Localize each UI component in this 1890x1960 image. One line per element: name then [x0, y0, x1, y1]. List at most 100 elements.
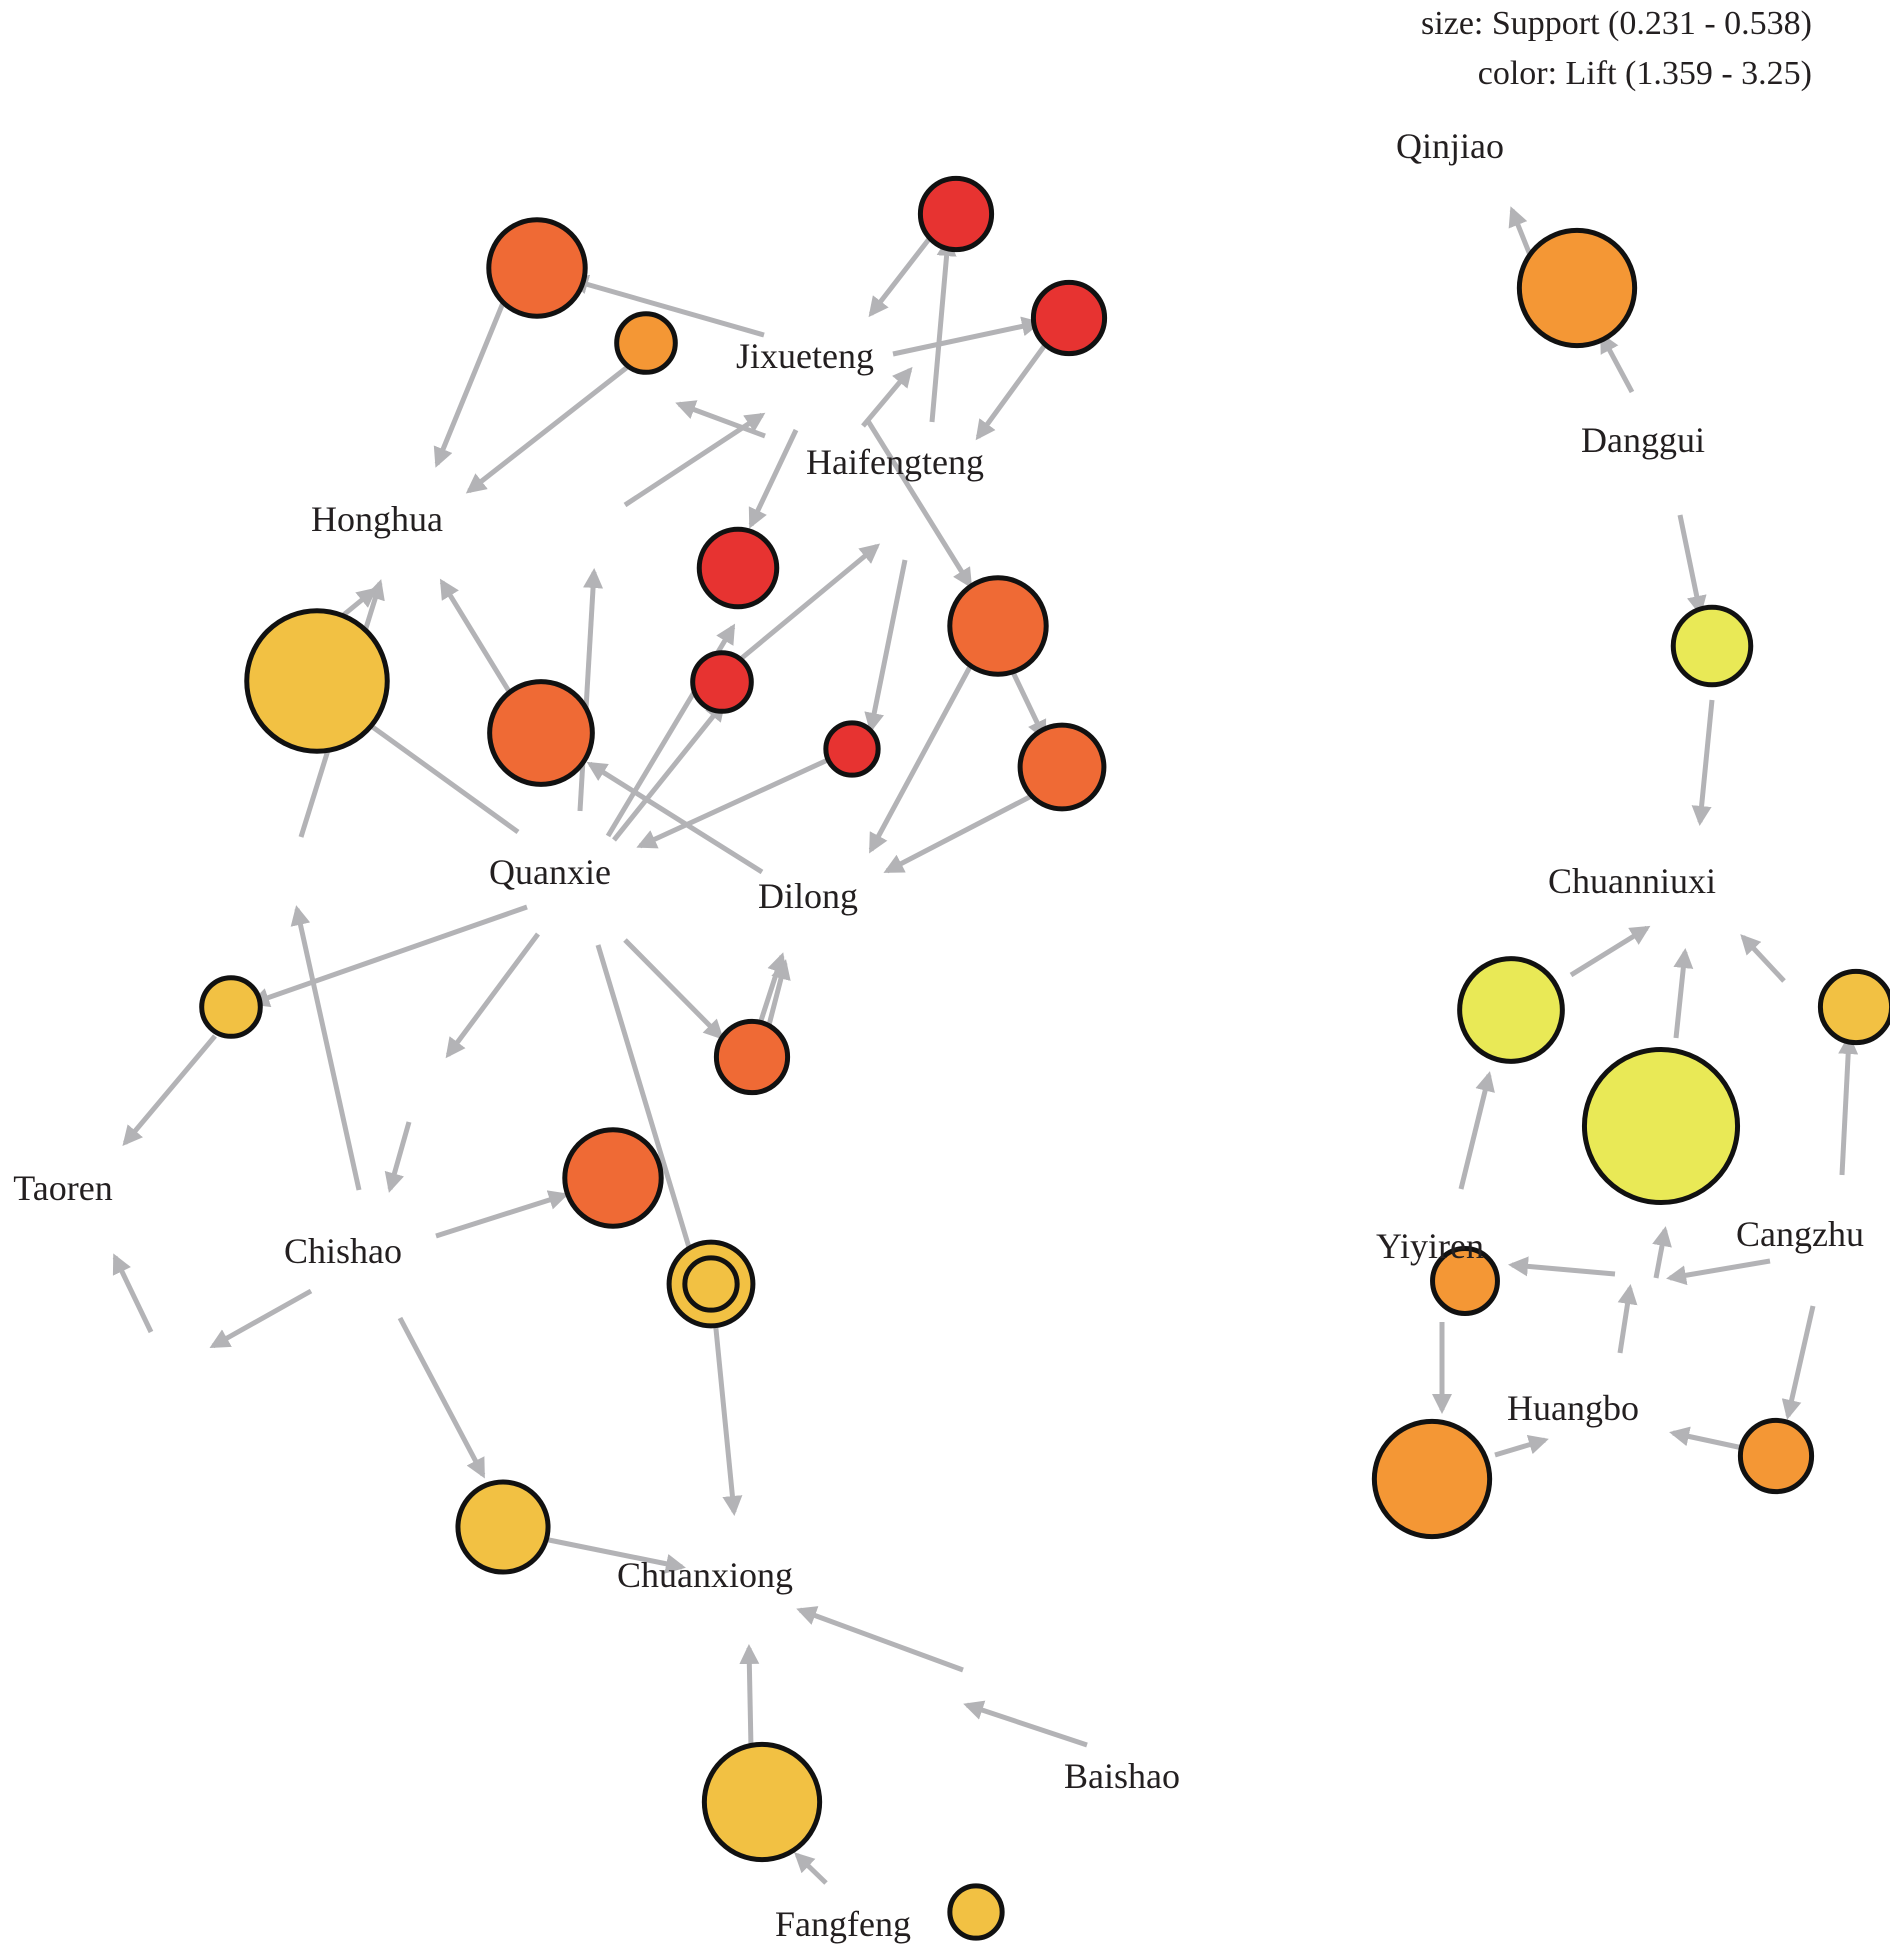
rule-node	[1430, 1246, 1500, 1316]
item-label-chishao: Chishao	[284, 1231, 402, 1271]
rule-edge	[892, 316, 1042, 357]
rule-edge	[1781, 1305, 1816, 1420]
item-label-danggui: Danggui	[1581, 420, 1705, 460]
rule-edge	[739, 1644, 760, 1749]
rule-node	[1516, 227, 1638, 349]
rule-edge	[290, 905, 362, 1191]
rule-edge	[568, 274, 765, 338]
rule-edge	[612, 700, 726, 842]
rule-edge	[623, 412, 766, 508]
rule-edge	[636, 755, 834, 849]
rule-edge	[1008, 666, 1047, 741]
rule-edge	[883, 787, 1045, 874]
rule-edge	[595, 944, 702, 1278]
rule-node	[947, 575, 1049, 677]
rule-node	[1581, 1046, 1741, 1206]
rule-edge	[794, 1852, 828, 1885]
rule-edge	[112, 1253, 154, 1334]
item-label-fangfeng: Fangfeng	[775, 1904, 911, 1944]
rule-edge	[735, 543, 881, 664]
rule-edge	[1691, 699, 1715, 826]
rule-node	[1737, 1417, 1815, 1495]
rule-node	[701, 1741, 823, 1863]
rule-edge	[543, 1536, 686, 1574]
item-label-haifengteng: Haifengteng	[806, 442, 984, 482]
rule-node	[1017, 722, 1107, 812]
rule-edge	[1599, 332, 1635, 394]
rule-edge	[868, 228, 938, 318]
rule-edge	[445, 932, 541, 1059]
item-label-honghua: Honghua	[311, 499, 443, 539]
rule-edge	[577, 568, 604, 812]
legend-size: size: Support (0.231 - 0.538)	[1421, 5, 1812, 42]
item-label-huangbo: Huangbo	[1507, 1388, 1639, 1428]
rule-node	[1030, 279, 1108, 357]
rule-edge	[1458, 1071, 1495, 1190]
rule-edge	[963, 1700, 1088, 1748]
item-label-yiyiren: Yiyiren	[1376, 1226, 1484, 1266]
rule-edge	[868, 661, 975, 854]
rule-edge	[209, 1288, 313, 1349]
rule-edge	[1838, 1034, 1859, 1176]
item-label-quanxie: Quanxie	[489, 852, 611, 892]
rule-node	[1670, 604, 1754, 688]
item-labels: Qinjiao Danggui Chuanniuxi Yiyiren Cangzhu Hu…	[13, 126, 1864, 1944]
rule-edge	[1494, 1435, 1549, 1458]
rule-node	[614, 311, 678, 375]
item-label-qinjiao: Qinjiao	[1396, 126, 1504, 166]
rule-edge	[1740, 934, 1786, 983]
item-label-jixueteng: Jixueteng	[736, 336, 874, 376]
rule-edge	[586, 761, 764, 875]
rule-node	[455, 1479, 551, 1575]
rule-node	[713, 1018, 791, 1096]
rule-edge	[1677, 514, 1707, 616]
rule-edge	[122, 1034, 217, 1147]
legend: size: Support (0.231 - 0.538) color: Lif…	[1421, 5, 1812, 92]
rule-nodes	[199, 175, 1890, 1941]
item-label-dilong: Dilong	[758, 876, 858, 916]
item-label-cangzhu: Cangzhu	[1736, 1214, 1864, 1254]
rule-edge	[1508, 1256, 1616, 1277]
rule-edge	[623, 938, 724, 1040]
rule-edge	[1569, 925, 1651, 978]
rule-edge	[796, 1606, 964, 1673]
rule-edge	[975, 343, 1048, 441]
rule-node	[690, 650, 754, 714]
rule-node	[486, 217, 588, 319]
item-label-baishao: Baishao	[1064, 1756, 1180, 1796]
rule-node	[244, 608, 390, 754]
rule-node	[1817, 968, 1890, 1046]
item-label-chuanniuxi: Chuanniuxi	[1548, 861, 1716, 901]
rule-edge	[397, 1316, 486, 1479]
rule-edge	[766, 959, 791, 1026]
rule-edge	[1669, 1426, 1753, 1453]
item-label-taoren: Taoren	[13, 1168, 112, 1208]
legend-color: color: Lift (1.359 - 3.25)	[1478, 55, 1812, 92]
rule-node	[562, 1127, 664, 1229]
rule-edge	[435, 1190, 569, 1239]
rule-edge	[748, 428, 799, 529]
rule-edge	[1652, 1226, 1672, 1279]
rule-edge	[1673, 948, 1694, 1039]
rule-node	[1457, 956, 1565, 1064]
rule-edge	[712, 1318, 743, 1516]
rule-edge	[929, 236, 957, 423]
rule-node	[917, 175, 995, 253]
rule-node	[199, 975, 263, 1039]
rule-edge	[1508, 206, 1535, 261]
rule-edge	[865, 419, 973, 589]
rule-node	[682, 1255, 740, 1313]
rule-edge	[1666, 1258, 1771, 1286]
rule-edge	[465, 363, 632, 494]
rule-edge	[861, 366, 913, 428]
rule-edge	[864, 559, 908, 733]
rule-node	[1371, 1418, 1493, 1540]
rule-node	[947, 1883, 1005, 1941]
rule-node	[696, 526, 780, 610]
rule-edge	[1617, 1284, 1638, 1354]
item-label-chuanxiong: Chuanxiong	[617, 1555, 793, 1595]
rule-edge	[384, 1121, 412, 1193]
rule-node	[487, 679, 595, 787]
rule-node	[823, 720, 881, 778]
